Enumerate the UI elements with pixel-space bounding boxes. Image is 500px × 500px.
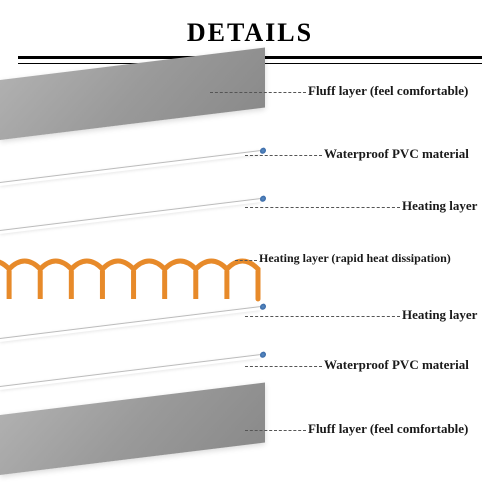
label-fluff-bottom: Fluff layer (feel comfortable)	[308, 421, 468, 437]
leader-line	[245, 430, 306, 431]
heating-coil	[0, 255, 268, 311]
label-heating-top: Heating layer	[402, 198, 477, 214]
layers-diagram: Fluff layer (feel comfortable) Waterproo…	[0, 70, 500, 500]
page-title: DETAILS	[0, 0, 500, 56]
leader-line	[210, 92, 306, 93]
label-fluff-top: Fluff layer (feel comfortable)	[308, 83, 468, 99]
leader-line	[235, 260, 257, 261]
leader-line	[245, 155, 322, 156]
layer-heating-bottom	[0, 306, 260, 342]
label-heating-bottom: Heating layer	[402, 307, 477, 323]
label-pvc-top: Waterproof PVC material	[324, 146, 469, 162]
label-coil: Heating layer (rapid heat dissipation)	[259, 251, 451, 266]
leader-line	[245, 207, 400, 208]
label-pvc-bottom: Waterproof PVC material	[324, 357, 469, 373]
leader-line	[245, 366, 322, 367]
layer-pvc-top	[0, 150, 260, 186]
layer-fluff-top	[0, 47, 265, 140]
layer-heating-top	[0, 198, 260, 234]
leader-line	[245, 316, 400, 317]
layer-fluff-bottom	[0, 382, 265, 475]
layer-pvc-bottom	[0, 354, 260, 390]
